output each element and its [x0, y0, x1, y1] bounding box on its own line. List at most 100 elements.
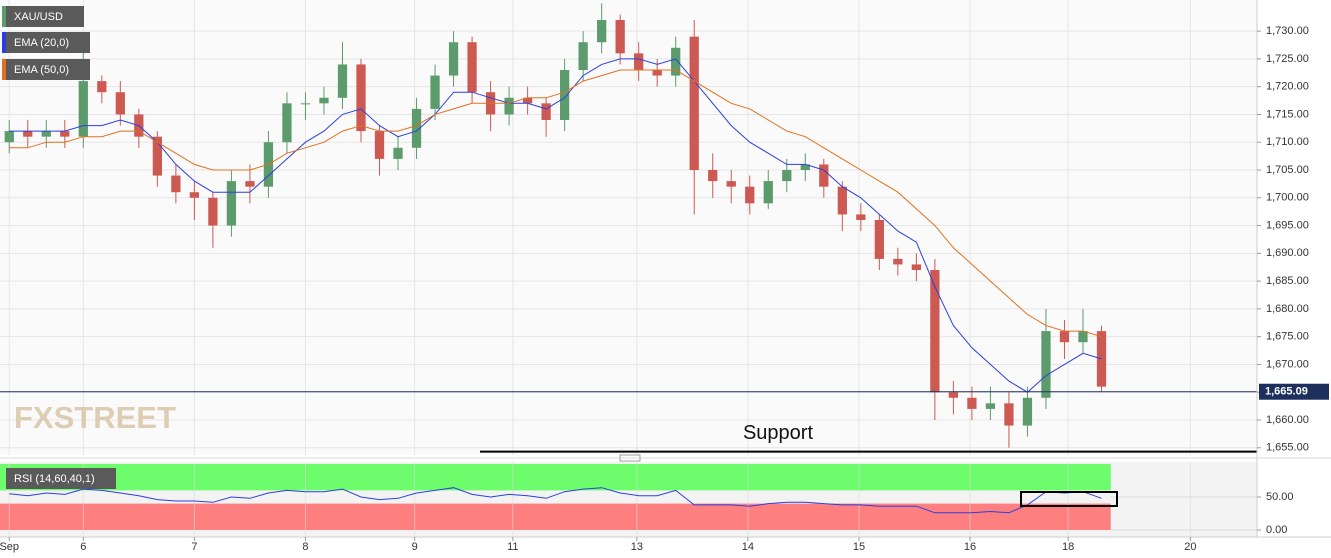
candle-body: [615, 20, 625, 54]
x-tick-label: 6: [80, 541, 86, 553]
candle-body: [430, 75, 440, 109]
x-tick-label: Sep: [0, 541, 19, 553]
candle-body: [4, 131, 14, 143]
candle-body: [522, 97, 533, 104]
legend-swatch: [2, 468, 6, 489]
legend-box: [2, 6, 84, 27]
candle-body: [893, 258, 903, 265]
candle-body: [856, 214, 866, 220]
candle-body: [911, 264, 921, 270]
candle-body: [560, 70, 570, 120]
x-tick-label: 20: [1184, 541, 1196, 553]
legend-title: XAU/USD: [14, 11, 63, 23]
legend: XAU/USD EMA (20,0) EMA (50,0) RSI (14,60…: [2, 6, 116, 489]
highlight-box: [1020, 491, 1118, 507]
candle-body: [708, 170, 718, 182]
candle-body: [745, 186, 755, 204]
candle-body: [78, 81, 88, 137]
candle-body: [671, 47, 681, 76]
y-tick-label: 1,690.00: [1266, 247, 1309, 259]
candle-body: [337, 64, 348, 98]
y-tick-label: 1,725.00: [1266, 53, 1309, 65]
candle-body: [874, 220, 884, 259]
candle-body: [948, 392, 959, 398]
legend-box: [2, 32, 90, 53]
candle-body: [467, 42, 477, 93]
y-tick-label: 1,670.00: [1266, 358, 1309, 370]
y-tick-label: 1,715.00: [1266, 108, 1309, 120]
candle-body: [189, 192, 200, 198]
candle-body: [356, 64, 366, 132]
candle-body: [967, 397, 977, 409]
x-tick-label: 7: [191, 541, 197, 553]
candle-body: [782, 170, 792, 182]
watermark: FXSTREET: [14, 400, 176, 435]
candle-body: [282, 103, 292, 143]
candle-body: [208, 197, 218, 226]
legend-box: [2, 468, 116, 489]
candle-body: [245, 181, 255, 187]
candle-body: [448, 42, 459, 76]
legend-swatch: [2, 6, 6, 27]
candle-body: [41, 131, 51, 137]
candle-body: [1059, 331, 1070, 343]
candle-body: [1022, 397, 1033, 426]
y-tick-label: 1,655.00: [1266, 442, 1309, 454]
candle-body: [597, 20, 607, 43]
candle-body: [97, 81, 107, 93]
candle-body: [1041, 331, 1051, 398]
candle-body: [985, 403, 996, 409]
resize-handle[interactable]: [619, 454, 641, 462]
candle-body: [152, 136, 162, 176]
candle-body: [504, 97, 514, 115]
candle-body: [634, 53, 644, 70]
line-series: [9, 487, 1102, 514]
y-tick-label: 1,700.00: [1266, 192, 1309, 204]
x-tick-label: 18: [1062, 541, 1074, 553]
y-tick-label: 1,730.00: [1266, 25, 1309, 37]
x-tick-label: 9: [412, 541, 418, 553]
candle-body: [819, 164, 829, 187]
line-series: [9, 58, 1102, 393]
x-tick-label: 16: [964, 541, 976, 553]
marks: [0, 3, 1257, 514]
last-price-box: [1259, 383, 1329, 400]
candle-body: [1078, 331, 1088, 343]
y-tick-label: 1,710.00: [1266, 136, 1309, 148]
x-tick-label: 11: [507, 541, 518, 553]
line-series: [9, 69, 1102, 338]
candle-body: [541, 103, 551, 120]
candle-body: [319, 97, 329, 104]
rsi-title: RSI (14,60,40,1): [14, 473, 95, 485]
last-price-label: 1,665.09: [1265, 386, 1308, 398]
y-tick-label: 1,675.00: [1266, 331, 1309, 343]
x-tick-label: 13: [631, 541, 643, 553]
candle-body: [837, 186, 847, 215]
candle-body: [652, 70, 662, 76]
candle-body: [800, 164, 810, 170]
candle-body: [171, 175, 181, 193]
y-tick-label: 0.00: [1266, 524, 1287, 536]
support-label: Support: [743, 422, 813, 444]
y-tick-label: 1,680.00: [1266, 303, 1309, 315]
candle-body: [60, 131, 70, 137]
candle-body: [374, 131, 385, 159]
candle-body: [726, 181, 736, 187]
rsi-band: [0, 503, 1111, 531]
candle-body: [578, 42, 588, 70]
candle-body: [226, 181, 237, 226]
x-tick-label: 8: [302, 541, 308, 553]
x-tick-label: 14: [742, 541, 754, 553]
y-tick-label: 1,685.00: [1266, 275, 1309, 287]
candle-body: [763, 181, 773, 204]
y-tick-label: 1,695.00: [1266, 219, 1309, 231]
candle-body: [689, 36, 699, 170]
legend-entry: EMA (20,0): [14, 37, 69, 49]
candle-body: [930, 270, 940, 393]
grid: [0, 0, 1257, 537]
candle-body: [1004, 403, 1014, 426]
rsi-band: [0, 463, 1111, 491]
candle-body: [300, 103, 311, 105]
